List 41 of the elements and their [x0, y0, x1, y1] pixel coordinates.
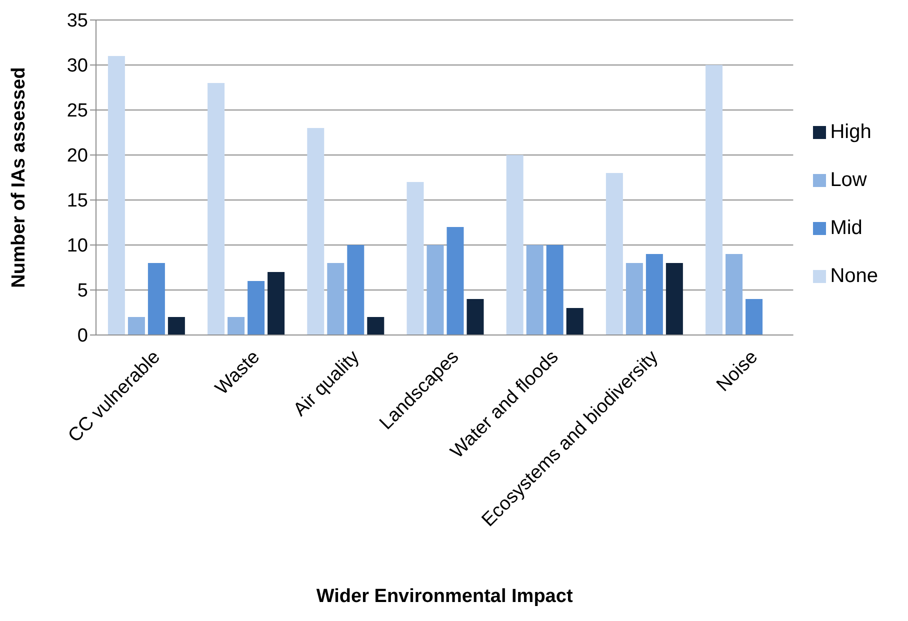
bar	[327, 263, 344, 335]
bar	[706, 65, 723, 335]
x-axis-title: Wider Environmental Impact	[316, 586, 574, 607]
bar	[108, 56, 125, 335]
y-tick-label: 25	[66, 100, 88, 122]
y-tick-label: 5	[77, 280, 88, 302]
bar	[626, 263, 643, 335]
legend-label: High	[830, 121, 872, 143]
y-tick-label: 15	[66, 190, 88, 212]
bar	[228, 317, 245, 335]
bar	[726, 254, 743, 335]
bar	[526, 245, 544, 335]
y-axis-title: Number of IAs assessed	[8, 67, 30, 288]
bar	[566, 308, 584, 335]
bar	[148, 263, 165, 335]
bar	[446, 227, 464, 335]
y-tick-label: 0	[77, 326, 88, 347]
bar	[128, 317, 145, 335]
y-tick-label: 30	[66, 56, 88, 77]
bar	[367, 317, 384, 335]
legend-label: None	[830, 265, 878, 287]
bar	[208, 83, 225, 335]
legend-label: Mid	[830, 217, 862, 239]
bar	[168, 317, 185, 335]
bar	[347, 245, 364, 335]
bar	[666, 263, 683, 335]
bar	[307, 128, 324, 335]
bar	[426, 245, 444, 335]
bar	[506, 155, 524, 335]
bar	[646, 254, 663, 335]
legend-label: Low	[830, 169, 867, 191]
bar	[746, 299, 763, 335]
bar	[546, 245, 564, 335]
bar	[268, 272, 285, 335]
bar	[606, 173, 623, 335]
bar	[248, 281, 265, 335]
y-tick-label: 10	[66, 236, 88, 257]
y-tick-label: 35	[66, 10, 88, 32]
bar	[406, 182, 424, 335]
y-tick-label: 20	[66, 146, 88, 167]
bar	[466, 299, 484, 335]
